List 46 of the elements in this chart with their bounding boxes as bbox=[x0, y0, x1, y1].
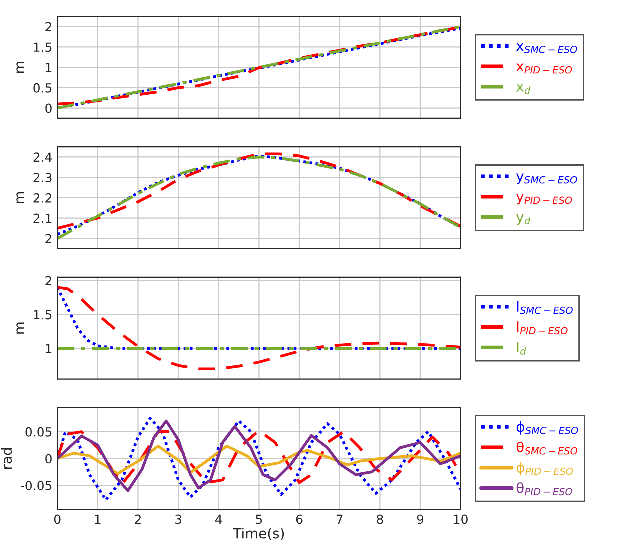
text: θ$_{SMC−ESO}$ bbox=[516, 442, 578, 455]
text: l$_{PID−ESO}$ bbox=[517, 322, 568, 335]
y-axis-title: rad bbox=[1, 448, 12, 469]
x-tick-label: 0 bbox=[54, 514, 61, 524]
y-tick-label: 1.5 bbox=[34, 42, 52, 52]
y-tick-label: 1 bbox=[46, 344, 52, 354]
line-series bbox=[58, 286, 461, 370]
y-axis-title: m bbox=[16, 192, 24, 204]
legend-label: y$_{d}$ bbox=[516, 214, 531, 226]
y-tick-label: 0 bbox=[46, 454, 52, 464]
x-tick-label: 8 bbox=[377, 514, 384, 524]
x-tick-label: 4 bbox=[216, 514, 222, 524]
y-tick-label: 0.05 bbox=[26, 427, 52, 437]
x-tick-label: 1 bbox=[95, 514, 101, 524]
x-tick-label: 3 bbox=[176, 514, 182, 524]
y-tick-label: -0.05 bbox=[21, 481, 52, 490]
text: y$_{PID−ESO}$ bbox=[516, 194, 572, 205]
text: l$_{SMC−ESO}$ bbox=[517, 301, 573, 314]
x-tick-label: 5 bbox=[256, 514, 262, 524]
x-axis-title: Time(s) bbox=[233, 528, 284, 540]
y-tick-label: 1 bbox=[46, 63, 52, 72]
y-tick-label: 0 bbox=[46, 104, 52, 114]
y-axis-title: m bbox=[16, 322, 24, 334]
legend-label: θ$_{PID−ESO}$ bbox=[516, 482, 572, 496]
x-tick-label: 2 bbox=[135, 514, 141, 524]
legend-label: x$_{SMC−ESO}$ bbox=[516, 43, 578, 54]
x-tick-label: 6 bbox=[296, 514, 303, 524]
text: ϕ$_{SMC−ESO}$ bbox=[516, 421, 578, 435]
y-tick-label: 2.1 bbox=[34, 214, 52, 224]
x-tick-label: 10 bbox=[454, 514, 468, 524]
legend-label: ϕ$_{PID−ESO}$ bbox=[516, 462, 574, 476]
y-tick-label: 0.5 bbox=[34, 83, 52, 93]
legend-label: x$_{d}$ bbox=[516, 84, 531, 94]
y-tick-label: 2 bbox=[46, 276, 52, 286]
x-tick-label: 7 bbox=[336, 514, 343, 524]
y-axis-title: m bbox=[16, 62, 24, 74]
y-tick-label: 2.2 bbox=[34, 193, 52, 203]
x-tick-label: 9 bbox=[417, 514, 424, 524]
legend-label: l$_{d}$ bbox=[517, 342, 526, 355]
y-tick-label: 2 bbox=[46, 234, 52, 244]
text: y$_{SMC−ESO}$ bbox=[516, 174, 578, 184]
legend-label: x$_{PID−ESO}$ bbox=[516, 64, 572, 74]
y-tick-label: 2 bbox=[46, 22, 52, 32]
y-tick-label: 2.3 bbox=[34, 173, 52, 183]
y-tick-label: 1.5 bbox=[34, 310, 52, 320]
y-tick-label: 2.4 bbox=[34, 152, 52, 162]
